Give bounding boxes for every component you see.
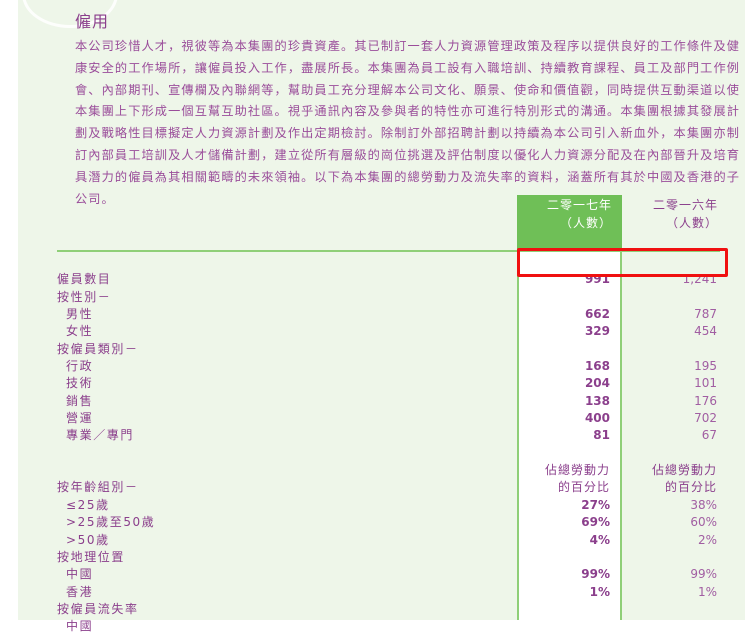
header-2017-year: 二零一七年 [546,198,612,212]
value-2017: 662 [584,307,610,322]
value-2017: 27% [581,497,610,512]
value-2016: 60% [690,515,717,530]
table-row: 按地理位置 [57,549,720,566]
header-2016-year: 二零一六年 [652,198,718,212]
value-2017: 400 [584,411,610,426]
row-label: 按年齡組別－ [57,480,139,495]
value-2017: 69% [581,515,610,530]
row-label: >25歲至50歲 [66,515,156,530]
employment-paragraph: 本公司珍惜人才，視彼等為本集團的珍貴資產。其已制訂一套人力資源管理政策及程序以提… [75,39,740,206]
section-title: 僱用 [75,12,110,31]
value-2016: 佔總勞動力 [651,463,717,478]
row-label: 男性 [66,307,94,322]
row-label: 技術 [66,376,94,391]
table-row: 行政 168 195 [57,358,720,375]
value-2016: 67 [701,428,717,443]
table-row: 佔總勞動力 佔總勞動力 [57,462,720,479]
table-row: 中國 99% 99% [57,566,720,583]
row-label: 按性別－ [57,289,112,304]
row-label: 按僱員類別－ [57,341,139,356]
table-row: 中國 [57,618,720,635]
value-2016: 38% [690,497,717,512]
row-label: 僱員數目 [57,272,112,287]
row-label: 專業／專門 [66,428,135,443]
header-divider [57,250,720,252]
table-row: 銷售 138 176 [57,393,720,410]
value-2016: 99% [690,567,717,582]
value-2016: 2% [697,532,717,547]
workforce-table: 僱員數目 991 1,241 按性別－ 男性 662 787 女性 329 454 按僱員類別－ 行政… [57,254,720,636]
value-2016: 454 [694,324,717,339]
table-row: 技術 204 101 [57,375,720,392]
row-label: 營運 [66,411,94,426]
table-row: 按僱員類別－ [57,341,720,358]
row-label: 行政 [66,359,94,374]
value-2016: 的百分比 [664,480,717,495]
value-2016: 1% [697,584,717,599]
table-row: ≤25歲 27% 38% [57,497,720,514]
highlight-column-2017 [517,195,622,620]
table-row: 按年齡組別－ 的百分比 的百分比 [57,479,720,496]
header-2016-unit: （人數） [665,216,718,230]
value-2016: 101 [694,376,717,391]
table-row: 專業／專門 81 67 [57,427,720,444]
value-2017: 99% [581,567,610,582]
row-label: 中國 [66,619,94,634]
row-label: 中國 [66,567,94,582]
row-label: 香港 [66,584,94,599]
row-label: 按僱員流失率 [57,601,139,616]
table-row: 營運 400 702 [57,410,720,427]
header-2017-background [517,195,622,251]
row-label: >50歲 [66,532,110,547]
table-row: 男性 662 787 [57,306,720,323]
value-2017: 4% [589,532,610,547]
header-2017-unit: （人數） [559,216,612,230]
table-row: 女性 329 454 [57,323,720,340]
row-label: ≤25歲 [66,497,110,512]
value-2017: 81 [593,428,610,443]
table-row [57,445,720,462]
value-2016: 176 [694,393,717,408]
table-row: 按僱員流失率 [57,601,720,618]
value-2016: 702 [694,411,717,426]
value-2017: 204 [584,376,610,391]
value-2016: 195 [694,359,717,374]
table-row: 按性別－ [57,289,720,306]
table-row: >25歲至50歲 69% 60% [57,514,720,531]
table-row: 香港 1% 1% [57,584,720,601]
row-label: 女性 [66,324,94,339]
document-page: 僱用 本公司珍惜人才，視彼等為本集團的珍貴資產。其已制訂一套人力資源管理政策及程… [18,0,745,620]
row-label: 銷售 [66,393,94,408]
header-2017: 二零一七年 （人數） [517,196,612,232]
value-2017: 的百分比 [557,480,610,495]
value-2016: 787 [694,307,717,322]
value-2017: 138 [584,393,610,408]
value-2017: 1% [589,584,610,599]
header-2016: 二零一六年 （人數） [623,196,718,232]
row-label: 按地理位置 [57,549,126,564]
value-2017: 168 [584,359,610,374]
table-row: >50歲 4% 2% [57,532,720,549]
highlight-box [517,248,728,277]
value-2017: 佔總勞動力 [544,463,610,478]
value-2017: 329 [584,324,610,339]
